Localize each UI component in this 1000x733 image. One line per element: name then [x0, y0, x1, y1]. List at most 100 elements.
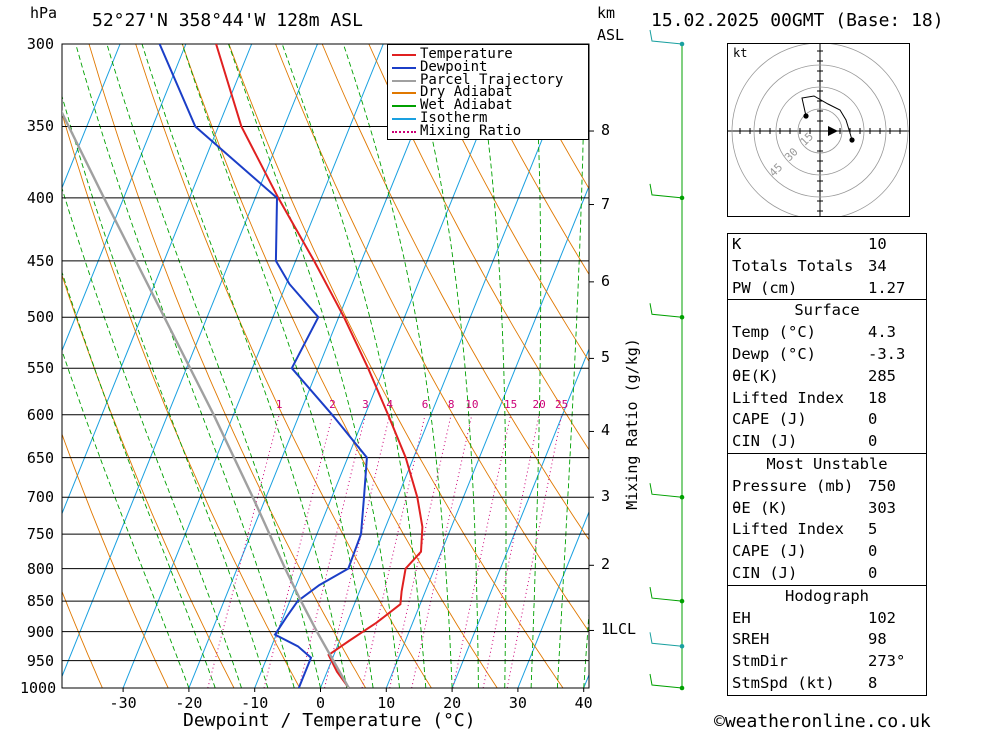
index-value: 102 — [868, 608, 896, 627]
hodograph-ring-label: 30 — [782, 145, 801, 164]
index-name: SREH — [732, 630, 770, 649]
dry-adiabat-line — [975, 44, 1000, 688]
mixing-ratio-line — [263, 414, 333, 688]
index-name: Lifted Index — [732, 388, 844, 407]
most-unstable-indices: Most Unstable Pressure (mb) 750 θE (K) 303 Li… — [727, 452, 927, 585]
mixing-ratio-label: 8 — [447, 398, 455, 411]
copyright: ©weatheronline.co.uk — [714, 711, 931, 732]
wind-barb-icon — [649, 632, 683, 647]
index-name: CIN (J) — [732, 563, 798, 582]
dewpoint-profile — [158, 44, 368, 688]
height-km-label: 3 — [601, 487, 611, 506]
mixing-ratio-line — [298, 414, 366, 688]
isotherm-line — [451, 347, 589, 688]
section-title: Hodograph — [785, 586, 869, 605]
mixing-ratio-label: 25 — [555, 398, 569, 411]
wind-barb-column — [649, 29, 685, 691]
dry-adiabat-line — [415, 44, 589, 363]
index-row: CAPE (J) 0 — [728, 409, 926, 431]
isotherm-line — [188, 44, 450, 688]
pressure-tick-label: 800 — [26, 559, 54, 578]
pressure-tick-label: 400 — [26, 188, 54, 207]
mixing-ratio-label: 2 — [329, 398, 336, 411]
index-value: 10 — [868, 235, 887, 253]
index-value: 34 — [868, 256, 887, 275]
mixing-ratio-axis-label: Mixing Ratio (g/kg) — [623, 338, 641, 510]
temperature-tick-label: -20 — [175, 694, 203, 712]
hodograph-ring-label: 45 — [767, 161, 786, 180]
index-value: 0 — [868, 542, 878, 561]
index-value: 0 — [868, 563, 878, 582]
hodograph-unit: kt — [733, 46, 748, 60]
hodograph-point — [849, 137, 855, 143]
pressure-tick-label: 1000 — [20, 679, 57, 697]
mixing-ratio-label: 20 — [532, 398, 546, 411]
index-value: 5 — [868, 520, 878, 539]
legend-label: Wet Adiabat — [420, 97, 513, 114]
index-row: CIN (J) 0 — [728, 563, 926, 585]
legend-label: Dry Adiabat — [420, 84, 513, 101]
surface-indices: Surface Temp (°C) 4.3 Dewp (°C) -3.3 θE(K) 285… — [727, 299, 927, 453]
pressure-tick-label: 650 — [26, 448, 54, 467]
legend-label: Isotherm — [420, 110, 488, 126]
wet-adiabat-line — [583, 606, 589, 688]
mixing-ratio-line — [207, 414, 280, 688]
height-km-label: 5 — [601, 348, 611, 367]
wind-barb-icon — [649, 303, 683, 318]
index-row: Pressure (mb) 750 — [728, 476, 926, 498]
pressure-tick-label: 500 — [26, 308, 54, 327]
hodograph-ring — [753, 64, 887, 198]
legend-label: Dewpoint — [420, 58, 488, 75]
index-name: StmDir — [732, 652, 788, 671]
dry-adiabat-line — [368, 44, 589, 451]
index-name: CAPE (J) — [732, 542, 807, 561]
lcl-label: LCL — [609, 620, 637, 638]
mixing-ratio-label: 3 — [362, 398, 369, 411]
hpa-unit: hPa — [30, 4, 58, 22]
wet-adiabat-line — [408, 44, 479, 688]
isotherm-line — [320, 44, 582, 688]
index-row: CAPE (J) 0 — [728, 541, 926, 563]
pressure-tick-label: 900 — [26, 622, 54, 641]
legend-label: Parcel Trajectory — [420, 71, 564, 88]
height-km-label: 6 — [601, 271, 611, 290]
index-row: θE(K) 285 — [728, 366, 926, 388]
pressure-tick-label: 850 — [26, 592, 54, 611]
isotherm-line — [62, 44, 187, 352]
legend-swatch — [392, 130, 416, 133]
index-value: -3.3 — [868, 344, 906, 363]
isotherm-line — [517, 510, 589, 688]
index-value: 18 — [868, 388, 887, 407]
hodograph-ring — [775, 86, 865, 176]
legend-swatch — [392, 118, 416, 120]
pressure-tick-label: 350 — [26, 117, 54, 136]
index-value: 285 — [868, 366, 896, 385]
legend-swatch — [392, 54, 416, 56]
index-name: θE (K) — [732, 498, 788, 517]
index-row: Totals Totals 34 — [728, 256, 926, 278]
wind-barb-icon — [649, 183, 683, 199]
hodograph: 15 30 45 kt — [727, 42, 910, 220]
index-name: CAPE (J) — [732, 410, 807, 429]
wet-adiabat-line — [342, 44, 453, 688]
index-value: 98 — [868, 630, 887, 649]
pressure-tick-label: 300 — [26, 35, 54, 53]
index-value: 273° — [868, 652, 906, 671]
mixing-ratio-label: 10 — [465, 398, 479, 411]
index-row: θE (K) 303 — [728, 498, 926, 520]
section-title: Surface — [794, 301, 860, 320]
index-row: StmSpd (kt) 8 — [728, 673, 926, 695]
indices-table: K 10 Totals Totals 34 PW (cm) 1.27 Surface Tem… — [727, 233, 927, 696]
index-value: 303 — [868, 498, 896, 517]
dry-adiabat-line — [928, 44, 1000, 688]
mixing-ratio-line — [482, 414, 540, 688]
wet-adiabat-line — [556, 44, 586, 688]
dry-adiabat-line — [461, 44, 589, 276]
index-row: PW (cm) 1.27 — [728, 278, 926, 300]
legend-swatch — [392, 105, 416, 108]
x-axis-label: Dewpoint / Temperature (°C) — [183, 710, 476, 731]
station-location: 52°27'N 358°44'W 128m ASL — [92, 10, 363, 31]
legend-swatch — [392, 79, 416, 82]
index-name: Lifted Index — [732, 520, 844, 539]
isotherm-line — [62, 44, 253, 515]
